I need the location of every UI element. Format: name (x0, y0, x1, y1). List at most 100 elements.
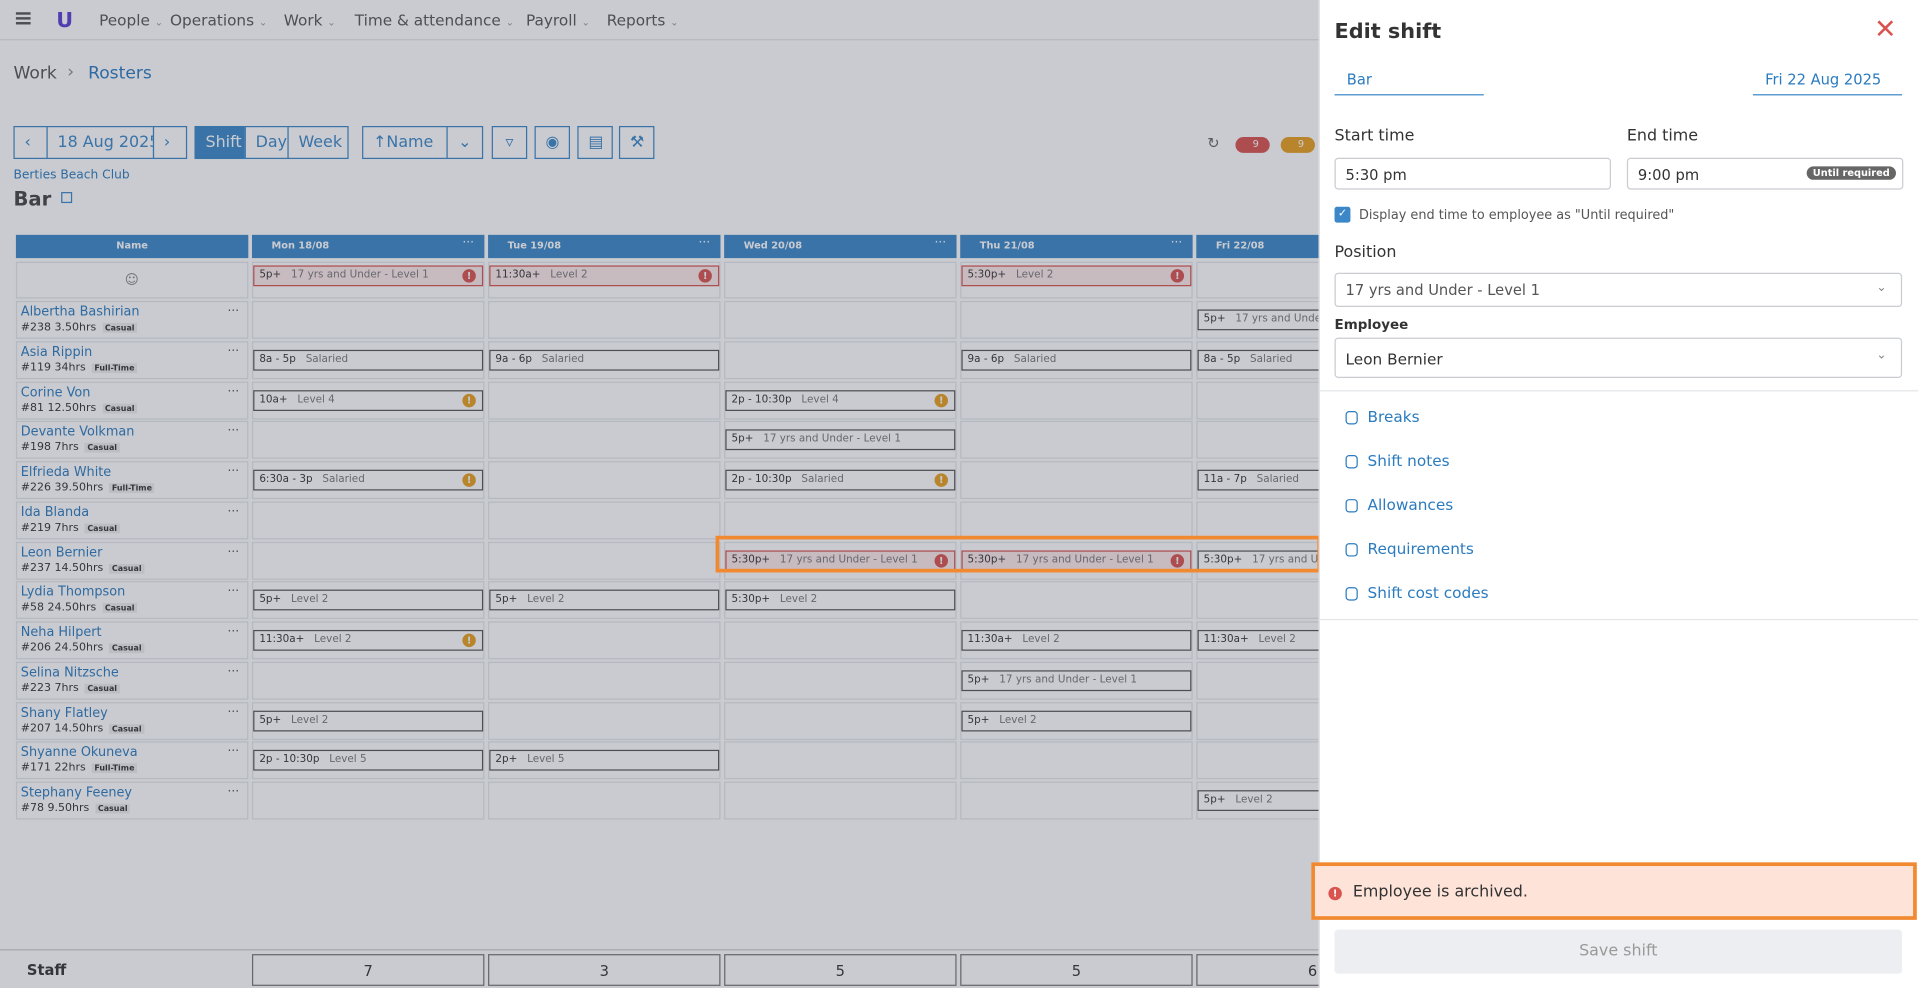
shift[interactable]: 5p+ Level 2 (253, 589, 484, 611)
shift[interactable]: 9a - 6p Salaried (961, 349, 1192, 371)
row-menu[interactable]: ··· (227, 785, 240, 799)
employee-name[interactable]: Asia Rippin (20, 344, 93, 360)
panel-tab[interactable]: Fri 22 Aug 2025 (1752, 71, 1903, 96)
row-menu[interactable]: ··· (227, 544, 240, 559)
sort-dir[interactable]: ⌄ (446, 125, 484, 160)
nav-item[interactable]: Reports ⌄ (606, 11, 679, 30)
row-menu[interactable]: ··· (227, 424, 240, 439)
sort-button[interactable]: ↑Name (362, 125, 448, 160)
shift[interactable]: 11:30a+ Level 2 (253, 629, 484, 651)
breadcrumb-item[interactable]: Work (13, 63, 57, 84)
shift[interactable]: 5p+ 17 yrs and Under - Level 1 (725, 429, 956, 451)
shift[interactable]: 5p+ 17 yrs and Under - Level 1 (961, 670, 1192, 691)
nav-item[interactable]: Work ⌄ (283, 11, 336, 30)
view-tab[interactable]: Week (287, 125, 349, 160)
shift[interactable]: 2p - 10:30p Salaried (725, 469, 956, 491)
tool-button[interactable]: ⚒ (618, 125, 655, 160)
shift[interactable]: 8a - 5p Salaried (253, 349, 484, 371)
time-input[interactable]: 9:00 pm (1626, 157, 1904, 190)
cell (724, 261, 957, 299)
panel-link[interactable]: Allowances (1367, 495, 1454, 514)
nav-item[interactable]: People ⌄ (99, 11, 163, 30)
employee-meta: #78 9.50hrs Casual (21, 802, 131, 815)
employee-name[interactable]: Elfrieda White (20, 464, 112, 480)
shift[interactable]: 5p+ Level 2 (489, 589, 720, 611)
row-menu[interactable]: ··· (227, 585, 240, 599)
shift[interactable]: 5p+ Level 2 (253, 710, 484, 731)
row-menu[interactable]: ··· (227, 625, 240, 639)
next-button[interactable]: › (152, 125, 188, 160)
employee-meta: #171 22hrs Full-Time (21, 762, 137, 775)
shift[interactable]: 2p - 10:30p Level 5 (253, 750, 484, 771)
time-input[interactable]: 5:30 pm (1334, 157, 1611, 190)
checkbox[interactable]: ✓ (1334, 206, 1351, 223)
panel-link[interactable]: Shift notes (1367, 451, 1450, 470)
shift[interactable]: 11:30a+ Level 2 (961, 629, 1192, 651)
shift-time: 9a - 6p (495, 353, 532, 366)
select[interactable]: 17 yrs and Under - Level 1 (1334, 272, 1903, 308)
employee-name[interactable]: Leon Bernier (20, 544, 103, 560)
employee-hours: #119 34hrs (20, 361, 86, 374)
employee-meta: #238 3.50hrs Casual (21, 322, 137, 334)
column-menu[interactable]: ··· (698, 236, 711, 250)
panel-link[interactable]: Breaks (1367, 407, 1420, 426)
column-menu[interactable]: ··· (934, 236, 947, 250)
shift[interactable]: 11:30a+ Level 2 (489, 265, 720, 287)
tool-button[interactable]: ▿ (491, 125, 528, 160)
select[interactable]: Leon Bernier (1334, 337, 1903, 378)
nav-item[interactable]: Time & attendance ⌄ (354, 11, 514, 30)
shift-time: 11a - 7p (1203, 473, 1247, 486)
row-menu[interactable]: ··· (227, 304, 240, 319)
row-menu[interactable]: ··· (227, 504, 240, 519)
employee-name[interactable]: Shany Flatley (20, 705, 108, 720)
date-button[interactable]: 18 Aug 2025 (46, 125, 159, 160)
row-menu[interactable]: ··· (227, 464, 240, 479)
link-icon (1345, 499, 1358, 513)
refresh-icon[interactable]: ↻ (1207, 134, 1220, 152)
prev-button[interactable]: ‹ (13, 125, 48, 160)
panel-link[interactable]: Shift cost codes (1367, 583, 1489, 602)
row-menu[interactable]: ··· (227, 665, 240, 679)
shift[interactable]: 9a - 6p Salaried (489, 349, 720, 371)
location-link[interactable]: Berties Beach Club (13, 168, 130, 183)
employee-name[interactable]: Selina Nitzsche (20, 665, 119, 680)
shift[interactable]: 2p+ Level 5 (489, 750, 720, 771)
employee-name[interactable]: Ida Blanda (20, 504, 90, 520)
employee-name[interactable]: Stephany Feeney (20, 785, 133, 800)
panel-tab[interactable]: Bar (1334, 71, 1484, 96)
column-menu[interactable]: ··· (1170, 236, 1183, 250)
employee-name[interactable]: Devante Volkman (20, 424, 135, 440)
employee-name[interactable]: Shyanne Okuneva (20, 745, 138, 760)
row-menu[interactable]: ··· (227, 384, 240, 399)
shift[interactable]: 10a+ Level 4 (253, 389, 484, 411)
row-menu[interactable]: ··· (227, 745, 240, 759)
nav-item[interactable]: Payroll ⌄ (525, 11, 590, 30)
shift[interactable]: 5:30p+ Level 2 (961, 265, 1192, 287)
row-menu[interactable]: ··· (227, 705, 240, 719)
nav-item[interactable]: Operations ⌄ (170, 11, 268, 30)
shift-time: 9a - 6p (967, 353, 1005, 366)
shift-role: Salaried (801, 473, 844, 486)
shift[interactable]: 2p - 10:30p Level 4 (725, 389, 956, 411)
view-tab[interactable]: Day (244, 125, 289, 160)
employee-name[interactable]: Albertha Bashirian (20, 304, 140, 320)
employee-name[interactable]: Lydia Thompson (20, 585, 126, 600)
employee-name[interactable]: Neha Hilpert (20, 625, 102, 640)
error-box (1311, 862, 1917, 920)
close-button[interactable]: ✕ (1873, 14, 1897, 46)
row-menu[interactable]: ··· (227, 344, 240, 359)
shift[interactable]: 5:30p+ Level 2 (725, 589, 956, 611)
shift[interactable]: 6:30a - 3p Salaried (253, 469, 484, 491)
tool-button[interactable]: ▤ (577, 125, 613, 160)
column-menu[interactable]: ··· (462, 236, 475, 250)
panel-link[interactable]: Requirements (1367, 539, 1474, 558)
save-button[interactable]: Save shift (1334, 929, 1903, 974)
tool-button[interactable]: ◉ (534, 125, 571, 160)
menu-icon[interactable] (15, 12, 31, 25)
shift[interactable]: 5p+ Level 2 (961, 710, 1192, 731)
view-tab[interactable]: Shift (194, 125, 246, 160)
employee-name[interactable]: Corine Von (20, 384, 91, 400)
employee-meta: #81 12.50hrs Casual (21, 402, 137, 414)
nav-label: Time & attendance (354, 11, 501, 30)
shift[interactable]: 5p+ 17 yrs and Under - Level 1 (253, 265, 484, 287)
